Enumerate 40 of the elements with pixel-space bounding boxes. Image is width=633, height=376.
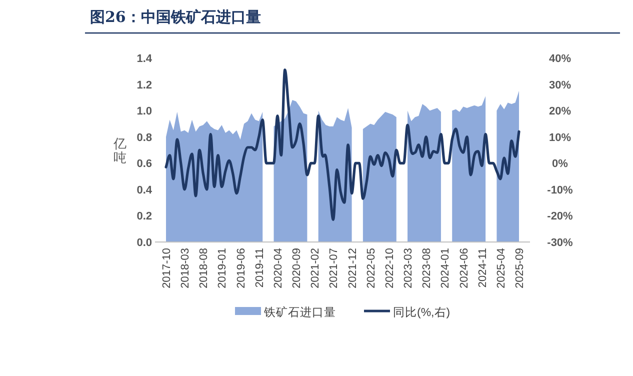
y-tick-label: 0.6 bbox=[136, 158, 152, 170]
x-tick-label: 2021-12 bbox=[346, 248, 359, 288]
legend-label: 铁矿石进口量 bbox=[263, 305, 336, 319]
y2-tick-label: 30% bbox=[548, 79, 572, 92]
x-tick-label: 2019-01 bbox=[216, 248, 229, 288]
legend-label: 同比(%,右) bbox=[393, 306, 450, 319]
y2-tick-label: -20% bbox=[547, 210, 574, 223]
y-tick-label: 0.8 bbox=[136, 132, 152, 144]
x-tick-label: 2025-09 bbox=[514, 248, 526, 288]
x-tick-label: 2024-11 bbox=[476, 248, 489, 288]
x-tick-label: 2022-10 bbox=[384, 248, 396, 288]
y-tick-label: 1.4 bbox=[136, 53, 153, 65]
x-tick-label: 2018-03 bbox=[180, 248, 192, 288]
chart-title: 图26：中国铁矿石进口量 bbox=[90, 8, 261, 26]
y-tick-label: 1.2 bbox=[136, 79, 152, 92]
y2-tick-label: 10% bbox=[548, 132, 572, 144]
y-tick-label: 0.0 bbox=[136, 237, 152, 249]
y2-tick-label: -10% bbox=[547, 184, 574, 196]
x-tick-label: 2021-07 bbox=[328, 248, 340, 288]
x-tick-label: 2024-01 bbox=[440, 248, 452, 288]
x-tick-label: 2017-10 bbox=[161, 248, 173, 288]
y2-tick-label: 20% bbox=[548, 106, 572, 118]
x-tick-label: 2021-02 bbox=[310, 248, 322, 288]
x-tick-label: 2019-06 bbox=[235, 248, 248, 288]
y2-tick-label: 0% bbox=[552, 158, 568, 170]
y2-tick-label: -30% bbox=[547, 237, 574, 249]
x-tick-label: 2020-09 bbox=[291, 248, 304, 288]
x-tick-label: 2025-04 bbox=[495, 248, 508, 288]
x-tick-label: 2018-08 bbox=[198, 248, 210, 288]
x-tick-label: 2022-05 bbox=[365, 248, 378, 288]
x-tick-label: 2019-11 bbox=[254, 248, 266, 288]
y-tick-label: 1.0 bbox=[136, 106, 152, 118]
y2-tick-label: 40% bbox=[548, 53, 572, 65]
y-tick-label: 0.4 bbox=[136, 184, 153, 196]
y-tick-label: 0.2 bbox=[136, 210, 152, 223]
x-tick-label: 2020-04 bbox=[272, 248, 284, 288]
y-axis-title: 亿吨 bbox=[112, 136, 126, 165]
x-tick-label: 2024-06 bbox=[458, 248, 470, 288]
x-tick-label: 2023-08 bbox=[421, 248, 434, 288]
x-tick-label: 2023-03 bbox=[402, 248, 415, 288]
